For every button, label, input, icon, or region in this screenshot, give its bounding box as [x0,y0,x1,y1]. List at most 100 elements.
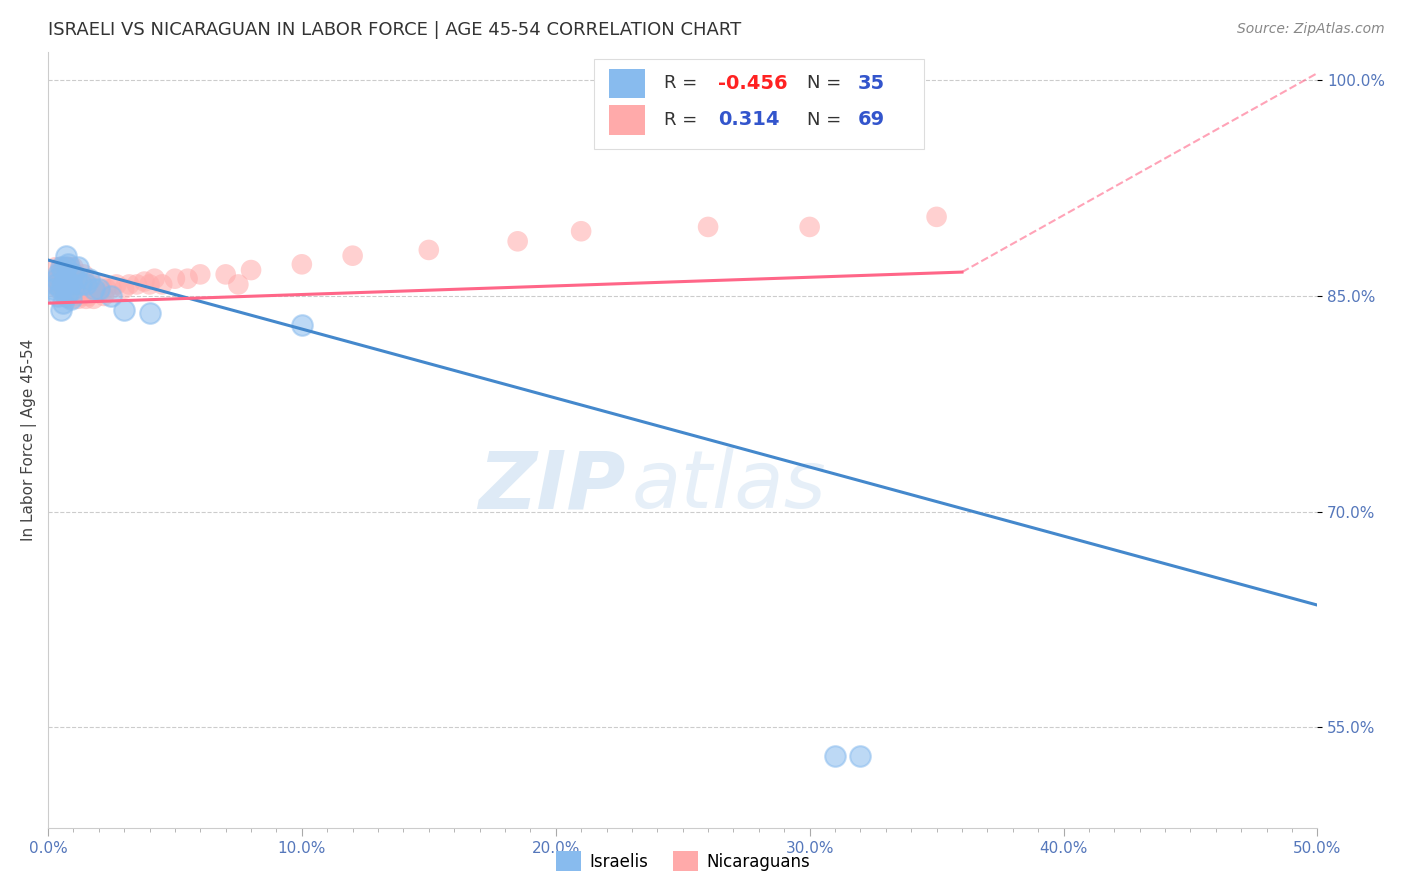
Point [93,289,115,303]
FancyBboxPatch shape [609,105,644,135]
Point [138,306,160,320]
Point [58,286,80,301]
Point [291,257,314,271]
Point [49,263,72,277]
Point [62,271,84,285]
Point [42,282,65,296]
Point [49,260,72,275]
Point [418,243,440,257]
Text: 0.314: 0.314 [718,111,780,129]
Point [59,292,82,306]
Point [67,260,90,275]
Point [291,318,314,332]
Point [46,282,69,296]
Point [49,277,72,292]
Point [342,249,364,263]
Point [55,277,77,292]
Point [65,271,87,285]
Point [143,271,166,285]
Point [55,289,77,303]
Point [228,277,250,292]
Point [75,292,97,306]
Point [58,286,80,301]
Point [42,275,65,289]
Text: Source: ZipAtlas.com: Source: ZipAtlas.com [1237,22,1385,37]
Point [569,224,592,238]
Point [83,292,105,306]
Point [72,268,94,282]
Point [59,277,82,292]
Point [77,271,100,285]
Legend: Israelis, Nicaraguans: Israelis, Nicaraguans [548,844,817,878]
Point [65,282,87,296]
Point [55,271,77,285]
Point [52,271,75,285]
Point [59,292,82,306]
Text: N =: N = [807,74,846,93]
Point [134,275,156,289]
Point [83,282,105,296]
Point [58,275,80,289]
Point [67,277,90,292]
Point [55,260,77,275]
Point [52,282,75,296]
Point [72,282,94,296]
Point [506,235,529,249]
Point [80,277,103,292]
Point [70,289,93,303]
Point [45,271,67,285]
Text: R =: R = [664,74,703,93]
Point [62,268,84,282]
Point [62,289,84,303]
FancyBboxPatch shape [593,59,924,149]
Point [62,260,84,275]
Point [70,277,93,292]
Text: ISRAELI VS NICARAGUAN IN LABOR FORCE | AGE 45-54 CORRELATION CHART: ISRAELI VS NICARAGUAN IN LABOR FORCE | A… [48,21,741,39]
Y-axis label: In Labor Force | Age 45-54: In Labor Force | Age 45-54 [21,339,37,541]
Point [112,282,135,296]
Point [90,277,112,292]
Point [77,289,100,303]
Point [96,282,118,296]
Point [100,282,122,296]
Point [176,271,198,285]
Point [49,271,72,285]
Point [58,257,80,271]
Point [118,277,141,292]
FancyBboxPatch shape [609,69,644,98]
Text: 69: 69 [858,111,884,129]
Point [58,260,80,275]
Point [112,303,135,318]
Point [87,286,110,301]
Point [62,282,84,296]
Point [150,277,173,292]
Point [59,271,82,285]
Point [799,219,821,234]
Point [849,749,872,764]
Point [215,268,238,282]
Point [75,277,97,292]
Point [52,296,75,310]
Point [697,219,720,234]
Point [59,260,82,275]
Point [55,260,77,275]
Point [49,282,72,296]
Point [240,263,263,277]
Point [105,277,128,292]
Point [58,277,80,292]
Text: 35: 35 [858,74,884,93]
Point [100,289,122,303]
Point [49,260,72,275]
Text: N =: N = [807,111,846,128]
Point [84,286,107,301]
Point [52,277,75,292]
Point [67,292,90,306]
Text: R =: R = [664,111,703,128]
Point [138,277,160,292]
Point [49,303,72,318]
Point [59,282,82,296]
Point [70,271,93,285]
Point [125,277,148,292]
Point [45,277,67,292]
Point [824,749,846,764]
